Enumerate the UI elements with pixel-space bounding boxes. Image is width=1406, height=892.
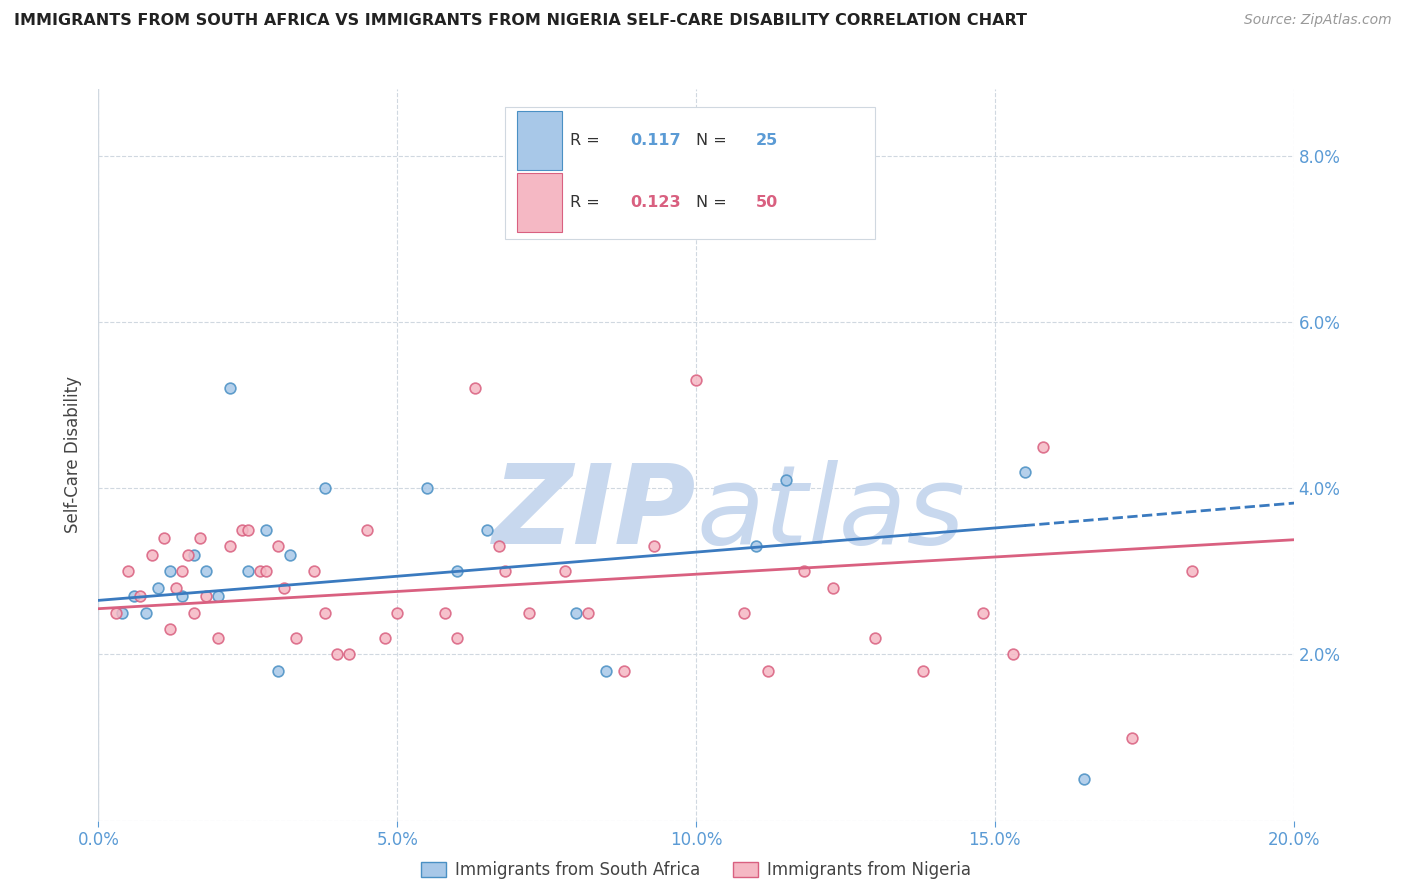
Point: [578, 606, 600, 620]
Point: [434, 606, 457, 620]
Point: [565, 606, 588, 620]
FancyBboxPatch shape: [505, 108, 875, 239]
Point: [494, 564, 516, 578]
Point: [733, 606, 755, 620]
Point: [685, 373, 707, 387]
Text: R =: R =: [571, 195, 606, 211]
Point: [124, 589, 146, 603]
Point: [865, 631, 887, 645]
Point: [643, 539, 665, 553]
Point: [1181, 564, 1204, 578]
Text: IMMIGRANTS FROM SOUTH AFRICA VS IMMIGRANTS FROM NIGERIA SELF-CARE DISABILITY COR: IMMIGRANTS FROM SOUTH AFRICA VS IMMIGRAN…: [14, 13, 1026, 29]
Text: N =: N =: [696, 195, 733, 211]
Point: [249, 564, 271, 578]
Text: atlas: atlas: [696, 460, 965, 567]
Point: [823, 581, 845, 595]
Point: [172, 589, 194, 603]
Point: [141, 548, 163, 562]
Point: [207, 631, 229, 645]
Point: [446, 564, 468, 578]
Point: [267, 664, 290, 678]
Point: [148, 581, 170, 595]
Point: [1121, 731, 1143, 745]
Point: [183, 548, 205, 562]
Point: [105, 606, 128, 620]
Point: [195, 589, 218, 603]
Point: [129, 589, 152, 603]
Point: [1014, 465, 1036, 479]
Point: [315, 481, 337, 495]
Point: [446, 631, 468, 645]
Text: 0.117: 0.117: [630, 133, 681, 148]
Point: [315, 606, 337, 620]
Point: [416, 481, 439, 495]
Point: [273, 581, 295, 595]
FancyBboxPatch shape: [517, 112, 562, 169]
Point: [595, 664, 617, 678]
Point: [506, 215, 529, 229]
Point: [278, 548, 301, 562]
Text: N =: N =: [696, 133, 733, 148]
Point: [745, 539, 768, 553]
Point: [385, 606, 409, 620]
Point: [1073, 772, 1095, 786]
Point: [165, 581, 187, 595]
Point: [117, 564, 139, 578]
FancyBboxPatch shape: [517, 173, 562, 232]
Point: [912, 664, 935, 678]
Point: [135, 606, 157, 620]
Point: [153, 531, 176, 545]
Point: [207, 589, 229, 603]
Point: [775, 473, 797, 487]
Point: [488, 539, 510, 553]
Point: [464, 381, 486, 395]
Point: [374, 631, 396, 645]
Point: [195, 564, 218, 578]
Point: [236, 523, 259, 537]
Point: [236, 564, 259, 578]
Point: [554, 564, 576, 578]
Point: [284, 631, 307, 645]
Point: [356, 523, 378, 537]
Point: [219, 539, 242, 553]
Point: [1001, 648, 1024, 662]
Point: [517, 606, 540, 620]
Point: [254, 564, 277, 578]
Point: [339, 648, 360, 662]
Point: [231, 523, 253, 537]
Point: [267, 539, 290, 553]
Point: [219, 381, 242, 395]
Point: [177, 548, 200, 562]
Point: [972, 606, 994, 620]
Point: [172, 564, 194, 578]
Point: [183, 606, 205, 620]
Point: [302, 564, 325, 578]
Point: [111, 606, 134, 620]
Text: Source: ZipAtlas.com: Source: ZipAtlas.com: [1244, 13, 1392, 28]
Text: 50: 50: [756, 195, 778, 211]
Text: 0.123: 0.123: [630, 195, 681, 211]
Point: [613, 664, 636, 678]
Text: R =: R =: [571, 133, 606, 148]
Y-axis label: Self-Care Disability: Self-Care Disability: [65, 376, 83, 533]
Point: [326, 648, 349, 662]
Point: [1032, 440, 1054, 454]
Point: [756, 664, 779, 678]
Point: [254, 523, 277, 537]
Point: [475, 523, 498, 537]
Legend: Immigrants from South Africa, Immigrants from Nigeria: Immigrants from South Africa, Immigrants…: [415, 855, 977, 886]
Point: [159, 564, 181, 578]
Point: [188, 531, 211, 545]
Text: 25: 25: [756, 133, 778, 148]
Point: [159, 623, 181, 637]
Point: [793, 564, 815, 578]
Text: ZIP: ZIP: [492, 460, 696, 567]
